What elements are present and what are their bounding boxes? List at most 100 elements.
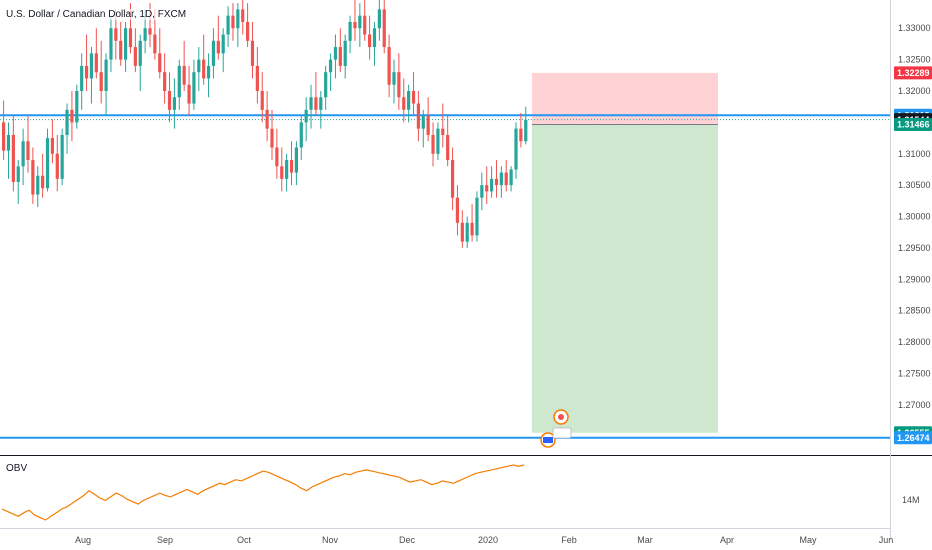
y-tick-label: 1.31000	[898, 149, 931, 159]
candle-body	[138, 40, 142, 66]
obv-axis-label: 14M	[902, 495, 920, 505]
take-profit-zone[interactable]	[531, 124, 718, 433]
y-tick-label: 1.29000	[898, 274, 931, 284]
candle-body	[294, 147, 298, 173]
y-tick-label: 1.28500	[898, 306, 931, 316]
candle-body	[275, 147, 279, 167]
candle-body	[246, 21, 250, 41]
x-tick-label: Jun	[879, 535, 894, 545]
candle-body	[319, 97, 323, 110]
candle-body	[197, 59, 201, 73]
candle-body	[70, 109, 74, 123]
candle-body	[182, 65, 186, 85]
candle-body	[470, 222, 474, 236]
candle-body	[114, 28, 118, 41]
x-tick-label: Mar	[637, 535, 653, 545]
candle-body	[206, 65, 211, 79]
us-flag-shape	[543, 437, 553, 443]
candle-body	[480, 185, 484, 198]
candle-body	[109, 28, 113, 60]
candle-body	[416, 103, 420, 129]
candle-body	[504, 172, 508, 186]
candle-body	[377, 9, 381, 29]
candle-body	[143, 28, 147, 41]
candle-body	[55, 153, 59, 179]
candle-body	[494, 178, 499, 186]
candle-body	[338, 47, 342, 66]
candle-body	[187, 84, 191, 104]
y-tick-label: 1.28000	[898, 337, 931, 347]
candle-body	[368, 34, 372, 48]
candle-body	[65, 109, 69, 135]
candle-body	[202, 59, 206, 79]
candle-body	[26, 141, 30, 161]
stop-loss-zone[interactable]	[531, 72, 718, 125]
candle-body	[2, 122, 6, 151]
candle-body	[41, 175, 45, 189]
candle-body	[211, 40, 216, 66]
candle-body	[509, 169, 513, 186]
canada-flag-dot	[558, 414, 564, 420]
symbol-title: U.S. Dollar / Canadian Dollar, 1D, FXCM	[4, 9, 189, 20]
candle-body	[314, 97, 318, 110]
candle-body	[499, 172, 503, 186]
y-tick-label: 1.27000	[898, 400, 931, 410]
candle-body	[128, 28, 133, 48]
x-tick-label: Feb	[561, 535, 577, 545]
x-tick-label: Apr	[720, 535, 734, 545]
candle-body	[36, 175, 40, 195]
candle-body	[153, 34, 157, 54]
candle-body	[485, 185, 489, 192]
y-tick-label: 1.32500	[898, 55, 931, 65]
candle-body	[11, 134, 15, 182]
candle-body	[280, 166, 284, 179]
candle-body	[431, 134, 435, 154]
candle-body	[94, 53, 98, 73]
candle-body	[309, 97, 313, 110]
price-tag	[894, 431, 932, 445]
candle-body	[348, 21, 352, 41]
candle-body	[436, 128, 440, 154]
candle-body	[289, 160, 294, 173]
x-tick-label: May	[799, 535, 817, 545]
y-tick-label: 1.32000	[898, 86, 931, 96]
candle-body	[304, 109, 308, 123]
candle-body	[255, 65, 259, 91]
candle-body	[426, 116, 430, 135]
candle-body	[392, 72, 396, 85]
candle-body	[148, 28, 152, 35]
candle-body	[89, 53, 94, 79]
y-tick-label: 1.30500	[898, 180, 931, 190]
candle-body	[524, 119, 528, 142]
candle-body	[328, 59, 333, 73]
candle-body	[6, 134, 11, 151]
candle-body	[260, 91, 264, 110]
candle-body	[99, 72, 103, 91]
candle-body	[358, 15, 362, 29]
price-tag-label: 1.31466	[897, 120, 930, 130]
candle-body	[363, 15, 367, 35]
candle-body	[285, 160, 289, 179]
candle-body	[402, 97, 406, 110]
candle-body	[167, 91, 172, 110]
event-count-badge	[552, 427, 572, 439]
candle-body	[192, 72, 196, 104]
candle-body	[158, 53, 162, 73]
candle-body	[84, 65, 89, 79]
candle-body	[133, 47, 137, 66]
candle-body	[519, 128, 523, 142]
candle-body	[75, 91, 79, 123]
price-tag	[894, 66, 932, 80]
candle-body	[163, 72, 167, 91]
candle-body	[231, 15, 235, 29]
candle-body	[343, 40, 347, 66]
candle-body	[324, 72, 328, 98]
y-tick-label: 1.30000	[898, 212, 931, 222]
candle-body	[299, 122, 303, 148]
obv-line	[1, 464, 525, 521]
candle-body	[382, 9, 386, 48]
candle-body	[236, 9, 240, 29]
price-tag-label: 1.32289	[897, 68, 930, 78]
